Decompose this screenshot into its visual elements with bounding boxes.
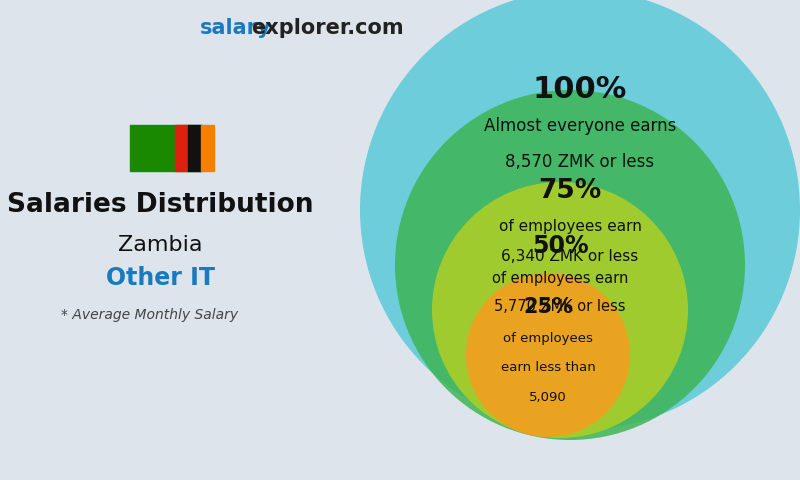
Text: salary: salary bbox=[200, 18, 272, 38]
Circle shape bbox=[395, 90, 745, 440]
Text: 50%: 50% bbox=[532, 234, 588, 258]
Text: 5,090: 5,090 bbox=[529, 391, 567, 404]
Text: of employees earn: of employees earn bbox=[498, 219, 642, 234]
Bar bbox=[174, 125, 187, 171]
Bar bbox=[187, 125, 201, 171]
Text: 100%: 100% bbox=[533, 74, 627, 104]
Circle shape bbox=[466, 273, 630, 437]
Text: 6,340 ZMK or less: 6,340 ZMK or less bbox=[502, 249, 638, 264]
Text: Almost everyone earns: Almost everyone earns bbox=[484, 118, 676, 135]
Text: * Average Monthly Salary: * Average Monthly Salary bbox=[62, 308, 238, 322]
Circle shape bbox=[360, 0, 800, 430]
Text: 75%: 75% bbox=[538, 179, 602, 204]
Text: of employees: of employees bbox=[503, 332, 593, 345]
Bar bbox=[201, 125, 214, 171]
Circle shape bbox=[432, 182, 688, 438]
Text: Other IT: Other IT bbox=[106, 266, 214, 290]
Text: earn less than: earn less than bbox=[501, 361, 595, 374]
Text: 8,570 ZMK or less: 8,570 ZMK or less bbox=[506, 153, 654, 170]
Text: of employees earn: of employees earn bbox=[492, 271, 628, 286]
Text: 25%: 25% bbox=[523, 298, 573, 317]
Bar bbox=[130, 125, 202, 171]
Text: 5,770 ZMK or less: 5,770 ZMK or less bbox=[494, 299, 626, 313]
Text: Zambia: Zambia bbox=[118, 235, 202, 255]
Text: explorer.com: explorer.com bbox=[251, 18, 404, 38]
Text: Salaries Distribution: Salaries Distribution bbox=[6, 192, 314, 218]
